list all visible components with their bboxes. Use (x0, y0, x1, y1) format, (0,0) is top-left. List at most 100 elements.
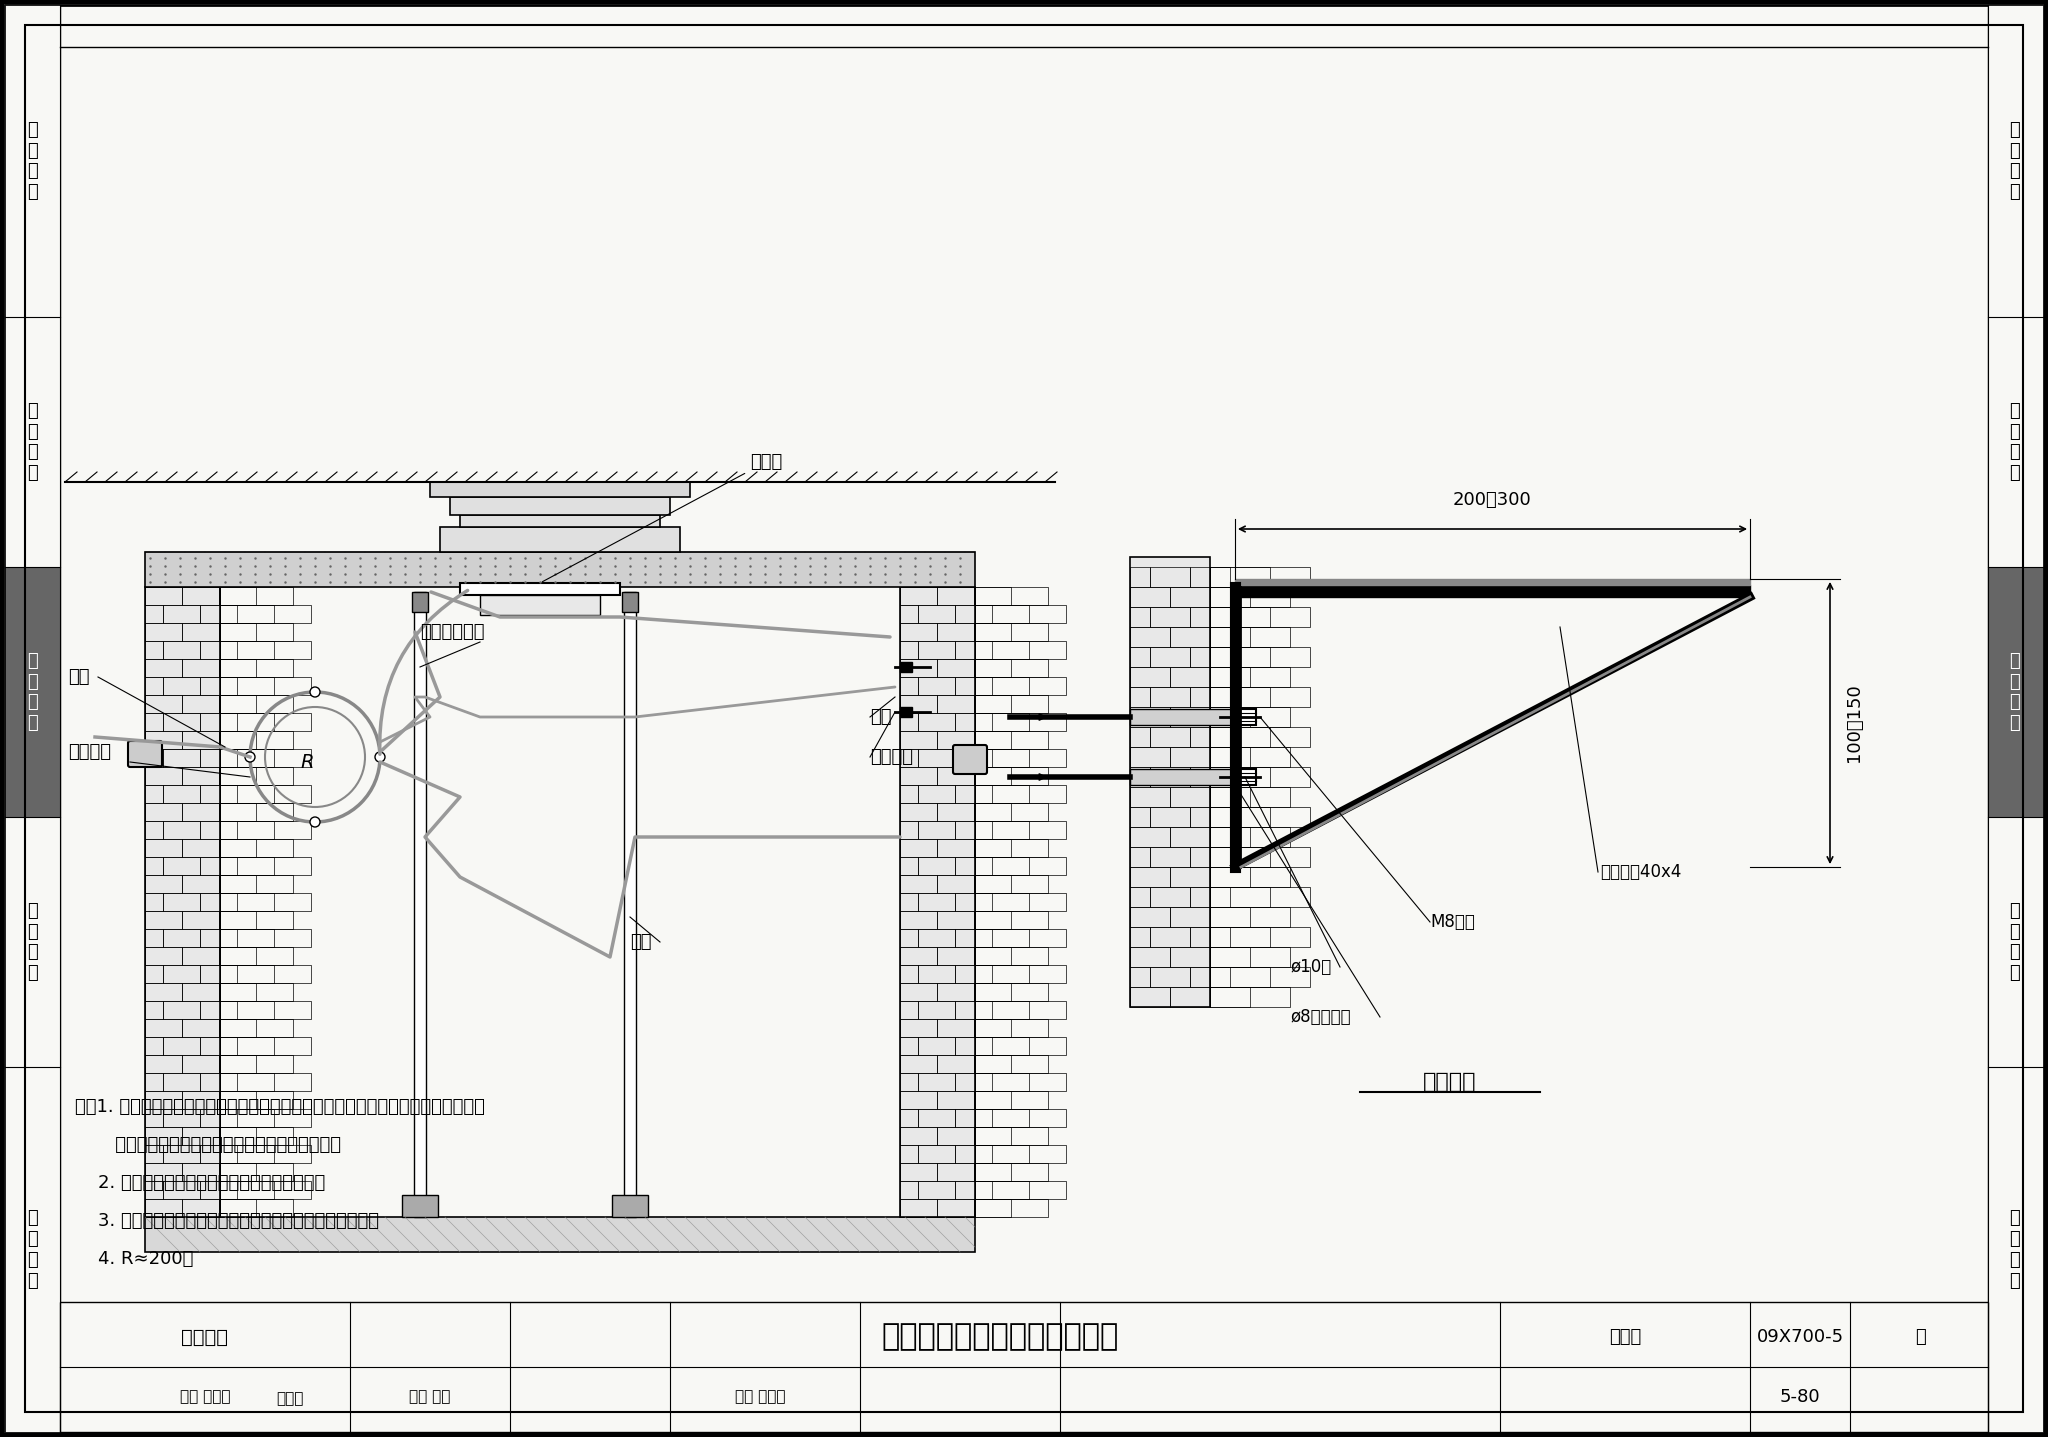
Bar (1210, 687, 1311, 707)
Bar (201, 1181, 219, 1198)
Bar (625, 592, 637, 1217)
Bar (918, 966, 954, 983)
Bar (1210, 687, 1231, 707)
Bar (1210, 887, 1311, 907)
Bar (1989, 1068, 2044, 1433)
Bar (938, 983, 975, 1002)
Bar (1190, 808, 1210, 828)
Bar (975, 1181, 1067, 1198)
Bar (1210, 967, 1231, 987)
Bar (1210, 767, 1270, 787)
Text: 镀锌角钢40x4: 镀锌角钢40x4 (1599, 864, 1681, 881)
Bar (975, 1073, 1028, 1091)
Bar (1130, 767, 1151, 787)
Bar (975, 641, 1067, 660)
Bar (975, 1145, 1067, 1163)
Bar (975, 677, 991, 696)
Bar (975, 892, 1067, 911)
Bar (975, 1091, 1012, 1109)
Bar (975, 821, 1067, 839)
Bar (219, 677, 311, 696)
Bar (975, 839, 1049, 856)
Bar (1169, 828, 1210, 846)
Bar (164, 641, 201, 660)
Bar (975, 660, 1012, 677)
Bar (201, 641, 219, 660)
Bar (975, 1163, 1012, 1181)
Bar (219, 605, 238, 624)
Bar (219, 785, 311, 803)
Bar (975, 875, 1012, 892)
Bar (899, 1091, 938, 1109)
Bar (1210, 627, 1249, 647)
Bar (1210, 707, 1290, 727)
Bar (975, 1002, 1028, 1019)
Bar (4, 1068, 59, 1433)
Bar (975, 1145, 991, 1163)
Bar (1210, 987, 1249, 1007)
Bar (1130, 586, 1169, 606)
Bar (975, 624, 1012, 641)
Bar (1239, 769, 1255, 785)
Bar (182, 983, 219, 1002)
Bar (975, 605, 1028, 624)
Bar (219, 696, 293, 713)
Circle shape (375, 752, 385, 762)
Bar (975, 1109, 991, 1127)
Bar (164, 749, 201, 767)
Circle shape (309, 687, 319, 697)
Bar (954, 677, 975, 696)
Bar (1190, 846, 1210, 867)
Bar (899, 875, 938, 892)
Bar (1130, 846, 1151, 867)
Bar (938, 1091, 975, 1109)
Bar (954, 1038, 975, 1055)
Bar (918, 1038, 954, 1055)
Bar (918, 605, 954, 624)
Bar (164, 856, 201, 875)
Bar (219, 966, 238, 983)
Bar (975, 821, 1028, 839)
Bar (938, 1163, 975, 1181)
Bar (975, 1109, 1028, 1127)
Bar (145, 1073, 164, 1091)
Bar (219, 1109, 274, 1127)
Bar (1210, 967, 1311, 987)
Bar (1210, 727, 1311, 747)
Bar (219, 928, 311, 947)
Bar (954, 713, 975, 731)
Bar (899, 892, 918, 911)
Bar (1210, 747, 1249, 767)
Bar (1130, 708, 1239, 726)
Bar (461, 514, 659, 527)
Bar (219, 911, 293, 928)
Bar (219, 1198, 256, 1217)
Bar (1210, 627, 1290, 647)
Bar (1169, 947, 1210, 967)
Bar (938, 1055, 975, 1073)
Bar (975, 1127, 1049, 1145)
Bar (1210, 606, 1270, 627)
Bar (975, 856, 1067, 875)
Bar (145, 1181, 164, 1198)
Bar (219, 821, 311, 839)
Bar (1210, 867, 1290, 887)
Bar (1169, 987, 1210, 1007)
Bar (975, 1145, 1028, 1163)
Bar (219, 586, 256, 605)
Bar (1210, 808, 1270, 828)
Bar (1210, 606, 1311, 627)
Bar (975, 641, 1028, 660)
Bar (219, 1109, 238, 1127)
Text: 200～300: 200～300 (1454, 491, 1532, 509)
Bar (4, 818, 59, 1068)
Bar (1151, 846, 1190, 867)
Bar (1130, 558, 1210, 1007)
Bar (975, 928, 1028, 947)
Bar (219, 785, 238, 803)
Bar (899, 803, 938, 821)
Bar (219, 660, 256, 677)
Bar (219, 892, 311, 911)
Bar (1130, 787, 1169, 808)
Text: 注：1. 接头盒可以按图方式安装于两个接头支架上；也可以一端置于托架的托板上，: 注：1. 接头盒可以按图方式安装于两个接头支架上；也可以一端置于托架的托板上， (76, 1098, 485, 1117)
